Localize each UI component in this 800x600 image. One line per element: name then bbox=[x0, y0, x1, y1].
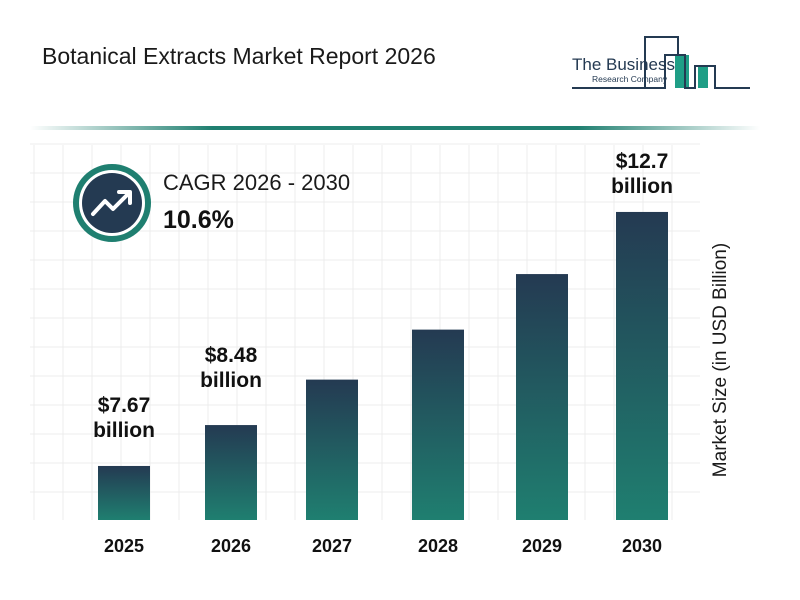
x-tick-label: 2025 bbox=[103, 536, 145, 556]
data-label-2026: $8.48 billion bbox=[171, 343, 291, 393]
page-title: Botanical Extracts Market Report 2026 bbox=[42, 43, 436, 69]
data-label-unit: billion bbox=[93, 419, 155, 442]
logo-line2: Research Company bbox=[592, 74, 668, 84]
data-label-2025: $7.67 billion bbox=[64, 393, 184, 443]
cagr-value: 10.6% bbox=[163, 206, 234, 234]
x-tick-label: 2030 bbox=[621, 536, 663, 556]
y-axis-label: Market Size (in USD Billion) bbox=[710, 242, 731, 478]
x-tick-label: 2028 bbox=[417, 536, 459, 556]
data-label-unit: billion bbox=[200, 369, 262, 392]
data-label-2030: $12.7 billion bbox=[582, 149, 702, 199]
cagr-label: CAGR 2026 - 2030 bbox=[163, 170, 351, 195]
bar-2025 bbox=[98, 465, 150, 520]
x-tick-label: 2029 bbox=[521, 536, 563, 556]
data-label-value: $12.7 bbox=[615, 150, 669, 173]
divider bbox=[30, 126, 760, 130]
data-label-value: $7.67 bbox=[97, 394, 151, 417]
data-label-unit: billion bbox=[611, 175, 673, 198]
x-tick-label: 2027 bbox=[311, 536, 353, 556]
trend-up-icon bbox=[72, 163, 152, 243]
bar-2028 bbox=[412, 329, 464, 520]
bar-2030 bbox=[616, 211, 668, 520]
logo-buildings-icon bbox=[572, 36, 750, 89]
bar-2027 bbox=[306, 379, 358, 520]
bar-2026 bbox=[205, 425, 257, 520]
bar-2029 bbox=[516, 274, 568, 520]
x-tick-label: 2026 bbox=[210, 536, 252, 556]
logo-line1: The Business bbox=[572, 55, 675, 74]
data-label-value: $8.48 bbox=[204, 344, 258, 367]
company-logo: The Business Research Company bbox=[570, 33, 755, 95]
